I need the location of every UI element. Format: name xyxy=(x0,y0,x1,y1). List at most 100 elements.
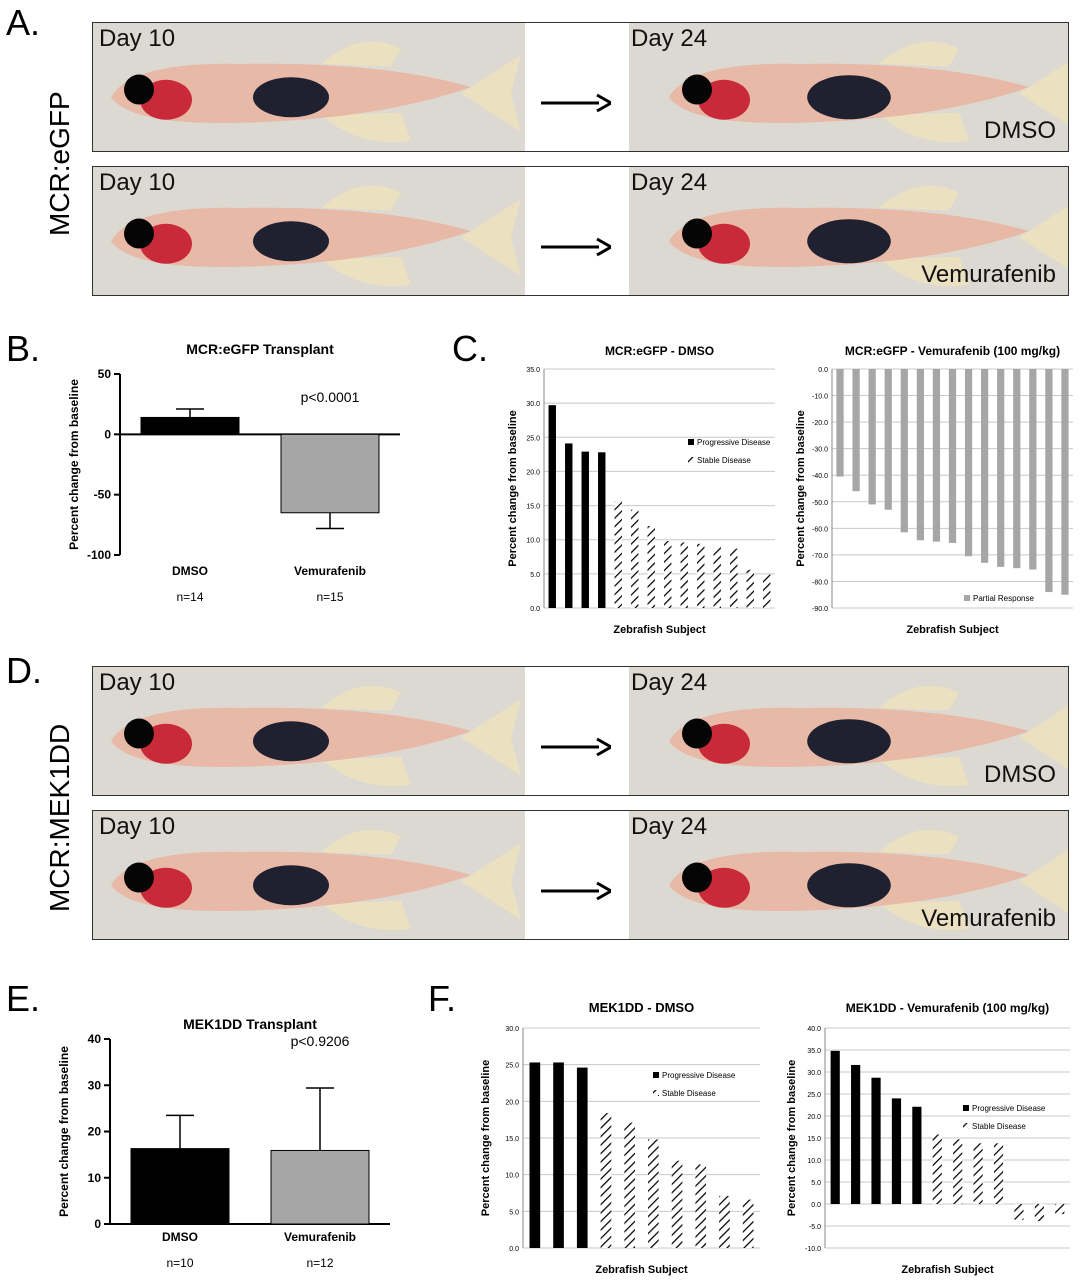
day-label-end: Day 24 xyxy=(631,813,708,840)
fish-eye xyxy=(682,74,712,105)
photo-day-10 xyxy=(93,23,525,151)
legend-swatch xyxy=(964,595,970,601)
bar-stable-disease xyxy=(600,1113,612,1248)
bar-partial-response xyxy=(884,369,892,510)
fish-tumor xyxy=(807,75,891,120)
zebrafish-image xyxy=(93,667,525,795)
arrow-head xyxy=(596,93,611,113)
y-tick-label: 0.0 xyxy=(818,367,828,374)
y-tick-label: 30.0 xyxy=(526,401,540,408)
y-tick-label: 35.0 xyxy=(807,1048,821,1055)
fish-dorsal-fin xyxy=(879,685,959,711)
y-axis-label: Percent change from baseline xyxy=(507,410,519,567)
arrow-head xyxy=(596,737,611,757)
y-tick-label: -90.0 xyxy=(812,606,828,613)
bar-stable-disease xyxy=(695,1164,707,1248)
y-axis-label: Percent change from baseline xyxy=(795,410,807,567)
legend-swatch xyxy=(653,1072,659,1078)
arrow-head xyxy=(596,881,611,901)
bar-partial-response xyxy=(868,369,876,505)
y-tick-label: 0.0 xyxy=(530,606,540,613)
fish-anal-fin xyxy=(321,112,411,143)
photo-day-24 xyxy=(629,167,1068,295)
chart-title: MEK1DD Transplant xyxy=(183,1016,317,1032)
day-label-end: Day 24 xyxy=(631,669,708,696)
y-tick-label: 20.0 xyxy=(505,1099,519,1106)
bar-stable-disease xyxy=(719,1195,730,1248)
y-tick-label: 15.0 xyxy=(526,504,540,511)
zebrafish-image xyxy=(629,811,1068,939)
y-tick-label: 50 xyxy=(98,367,112,381)
bar-progressive-disease xyxy=(912,1106,922,1204)
bar-vemurafenib xyxy=(270,1149,370,1225)
bar-partial-response xyxy=(852,369,860,492)
fish-tail-fin xyxy=(461,199,521,276)
photo-day-10 xyxy=(93,667,525,795)
bar-dmso xyxy=(130,1148,230,1225)
panel-letter-c: C. xyxy=(452,328,488,369)
bar-stable-disease xyxy=(648,1139,659,1248)
y-axis-label: Percent change from baseline xyxy=(57,1046,71,1217)
y-tick-label: 25.0 xyxy=(526,435,540,442)
photo-day-24 xyxy=(629,667,1068,795)
legend-label: Progressive Disease xyxy=(662,1071,736,1080)
fish-eye xyxy=(682,862,712,893)
fish-tail-fin xyxy=(1019,206,1068,269)
fish-tail-fin xyxy=(1019,850,1068,913)
bar-stable-disease xyxy=(730,548,738,608)
y-tick-label: -20.0 xyxy=(812,420,828,427)
p-value-annotation: p<0.0001 xyxy=(301,389,360,405)
legend-swatch xyxy=(963,1105,969,1111)
bar-vemurafenib xyxy=(280,433,380,514)
y-tick-label: -40.0 xyxy=(812,473,828,480)
y-tick-label: 30.0 xyxy=(505,1026,519,1033)
y-tick-label: 10.0 xyxy=(526,538,540,545)
day-label-start: Day 10 xyxy=(99,25,176,52)
fish-dorsal-fin xyxy=(879,829,959,855)
arrow-right-icon xyxy=(541,93,611,113)
bar-progressive-disease xyxy=(548,405,556,608)
treatment-label: DMSO xyxy=(984,117,1056,144)
arrow-head xyxy=(596,237,611,257)
fish-tail-fin xyxy=(461,843,521,920)
fish-anal-fin xyxy=(321,900,411,931)
y-tick-label: 20 xyxy=(88,1125,102,1139)
bar-partial-response xyxy=(1029,369,1037,570)
bar-progressive-disease xyxy=(830,1050,840,1204)
fish-anal-fin xyxy=(321,756,411,787)
legend-swatch xyxy=(653,1090,659,1096)
day-label-end: Day 24 xyxy=(631,169,708,196)
panel-letter-b: B. xyxy=(6,328,41,369)
bar-dmso xyxy=(140,416,240,435)
bar-partial-response xyxy=(916,369,924,541)
zebrafish-image xyxy=(629,667,1068,795)
fish-eye xyxy=(124,218,154,249)
y-tick-label: -80.0 xyxy=(812,579,828,586)
fish-photo-strip: Day 10 Day 24 DMSO xyxy=(92,22,1069,152)
x-axis-label: Zebrafish Subject xyxy=(906,624,999,636)
y-axis-label: Percent change from baseline xyxy=(67,379,81,550)
bar-stable-disease xyxy=(647,526,655,608)
fish-dorsal-fin xyxy=(321,185,401,211)
bar-progressive-disease xyxy=(565,443,573,608)
fish-eye xyxy=(124,718,154,749)
fish-photo-strip: Day 10 Day 24 Vemurafenib xyxy=(92,810,1069,940)
fish-tumor xyxy=(807,219,891,264)
x-axis-label: Zebrafish Subject xyxy=(901,1264,994,1276)
zebrafish-image xyxy=(93,23,525,151)
legend-label: Progressive Disease xyxy=(697,438,771,447)
fish-tumor xyxy=(253,77,329,118)
y-tick-label: 0 xyxy=(94,1217,101,1231)
sample-size-label: n=10 xyxy=(166,1256,193,1270)
bar-progressive-disease xyxy=(871,1077,881,1204)
chart-f-dmso: MEK1DD - DMSO Percent change from baselin… xyxy=(480,1000,760,1276)
panel-letter-a: A. xyxy=(6,2,41,43)
day-label-end: Day 24 xyxy=(631,25,708,52)
fish-tail-fin xyxy=(461,699,521,776)
bar-stable-disease xyxy=(631,509,639,608)
bar-partial-response xyxy=(836,369,844,477)
photo-day-24 xyxy=(629,23,1068,151)
y-tick-label: 10.0 xyxy=(807,1158,821,1165)
fish-eye xyxy=(124,862,154,893)
y-tick-label: 35.0 xyxy=(526,367,540,374)
